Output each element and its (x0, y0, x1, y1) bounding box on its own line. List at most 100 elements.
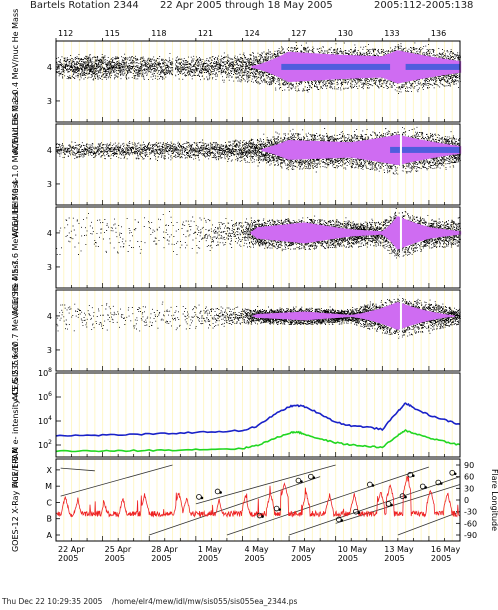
footer-timestamp: Thu Dec 22 10:29:35 2005 (2, 597, 103, 606)
longitude-track (335, 484, 461, 524)
doy-range: 2005:112-2005:138 (374, 0, 474, 11)
ytick-label: 4 (47, 146, 52, 155)
longitude-track (288, 476, 461, 536)
longitude-tick-label: -30 (464, 508, 477, 517)
longitude-tick-label: -60 (464, 519, 477, 528)
xtick-label-date: 28 Apr (151, 545, 178, 554)
flare-marker-dot (411, 474, 415, 478)
ytick-label: 3 (47, 180, 52, 189)
longitude-tick-label: -90 (464, 531, 477, 540)
ytick-label: 3 (47, 263, 52, 272)
panel-3: ACE/SIS 4.5-7.6 MeV/nuc He Mass 4 3 (11, 180, 462, 315)
top-doy-tick-label: 124 (244, 29, 259, 38)
dense-core (390, 146, 460, 153)
ytick-label: 4 (47, 63, 52, 72)
flare-marker-dot (424, 486, 428, 489)
dense-band (252, 302, 455, 330)
panel-frame (55, 40, 461, 123)
longitude-track (60, 464, 173, 497)
flare-marker-dot (453, 472, 457, 476)
top-doy-tick-label: 127 (291, 29, 306, 38)
ytick-exponent: 4 (48, 415, 52, 422)
flare-marker-dot (300, 480, 303, 483)
class-tick-label: C (46, 498, 52, 507)
flare-marker-dot (404, 495, 407, 499)
flare-longitude-label: Flare Longitude (490, 469, 498, 531)
top-doy-tick-label: 133 (384, 29, 399, 38)
top-doy-tick-label: 136 (431, 29, 446, 38)
panel-ylabel: ACE/ULEIS 0.2-0.4 MeV/nuc He Mass (11, 9, 20, 155)
xtick-label-year: 2005 (58, 554, 78, 563)
panel-ylabel: ACE/EPAM e- intensity 45 & 235 keV (11, 342, 20, 487)
panel-ylabel: ACE/ULEIS 0.4-1.0 MeV/nuc He Mass (11, 92, 20, 238)
xtick-label-year: 2005 (151, 554, 171, 563)
ytick-exponent: 8 (48, 367, 52, 374)
xtick-label-year: 2005 (244, 554, 264, 563)
xtick-label-date: 25 Apr (105, 545, 132, 554)
panel-frame (55, 289, 461, 372)
panel-ylabel: GOES-12 X-Ray Flux 1-8 A (11, 447, 20, 552)
class-tick-label: A (47, 531, 53, 540)
xtick-label-year: 2005 (198, 554, 218, 563)
longitude-track (195, 464, 336, 505)
footer-path: /home/elr4/mew/idl/mw/sis055/sis055ea_23… (112, 597, 298, 606)
top-doy-tick-label: 130 (338, 29, 353, 38)
ytick-label: 102 (38, 439, 52, 450)
date-range: 22 Apr 2005 through 18 May 2005 (160, 0, 333, 11)
class-tick-label: B (47, 515, 53, 524)
flare-marker-dot (219, 491, 222, 494)
ytick-exponent: 6 (48, 391, 52, 398)
flare-marker-dot (357, 511, 361, 514)
panel-4: ACE/SIS 7.6-10.7 MeV/nuc He Mass 4 3 (11, 260, 461, 401)
panel-frame (55, 458, 461, 542)
ytick-label: 106 (38, 391, 52, 402)
longitude-track (60, 467, 95, 472)
ytick-label: 3 (47, 97, 52, 106)
ytick-label: 108 (38, 367, 52, 378)
epam-series-2 (55, 428, 461, 453)
flare-marker-dot (278, 508, 281, 511)
longitude-track (149, 476, 321, 536)
header: Bartels Rotation 2344 22 Apr 2005 throug… (0, 0, 498, 14)
longitude-track (397, 511, 461, 536)
flare-marker-dot (390, 503, 393, 507)
panel-2: ACE/ULEIS 0.4-1.0 MeV/nuc He Mass 4 3 (11, 92, 462, 238)
flare-marker-dot (312, 476, 316, 479)
xtick-label-date: 4 May (244, 545, 268, 554)
xtick-label-year: 2005 (291, 554, 311, 563)
panel-5: ACE/EPAM e- intensity 45 & 235 keV 102 104… (11, 342, 461, 487)
longitude-tick-label: 0 (464, 496, 469, 505)
xtick-label-year: 2005 (384, 554, 404, 563)
panel-ylabel: ACE/SIS 7.6-10.7 MeV/nuc He Mass (11, 260, 20, 400)
dense-band (250, 216, 462, 250)
flare-marker-dot (261, 515, 264, 518)
xtick-label-date: 13 May (384, 545, 414, 554)
class-tick-label: X (47, 466, 53, 475)
class-tick-label: M (45, 482, 52, 491)
flare-marker-dot (371, 484, 375, 487)
top-doy-tick-label: 118 (151, 29, 166, 38)
longitude-tick-label: 30 (464, 484, 474, 493)
top-doy-tick-label: 121 (198, 29, 213, 38)
flare-marker-dot (200, 496, 204, 500)
ytick-exponent: 2 (48, 439, 52, 446)
top-doy-tick-label: 115 (105, 29, 120, 38)
xtick-label-date: 10 May (338, 545, 368, 554)
top-doy-tick-label: 112 (58, 29, 73, 38)
longitude-tick-label: 90 (464, 461, 474, 470)
ytick-label: 4 (47, 229, 52, 238)
panel-frame (55, 372, 461, 458)
page-title: Bartels Rotation 2344 (30, 0, 139, 11)
panel-ylabel: ACE/SIS 4.5-7.6 MeV/nuc He Mass (11, 180, 20, 315)
flare-marker-dot (439, 482, 443, 485)
epam-series-1 (55, 402, 461, 437)
dense-core (405, 63, 460, 70)
xtick-label-year: 2005 (338, 554, 358, 563)
xtick-label-year: 2005 (431, 554, 451, 563)
dense-core (281, 63, 391, 70)
ytick-label: 3 (47, 346, 52, 355)
ytick-label: 4 (47, 312, 52, 321)
panel-frame (55, 123, 461, 206)
